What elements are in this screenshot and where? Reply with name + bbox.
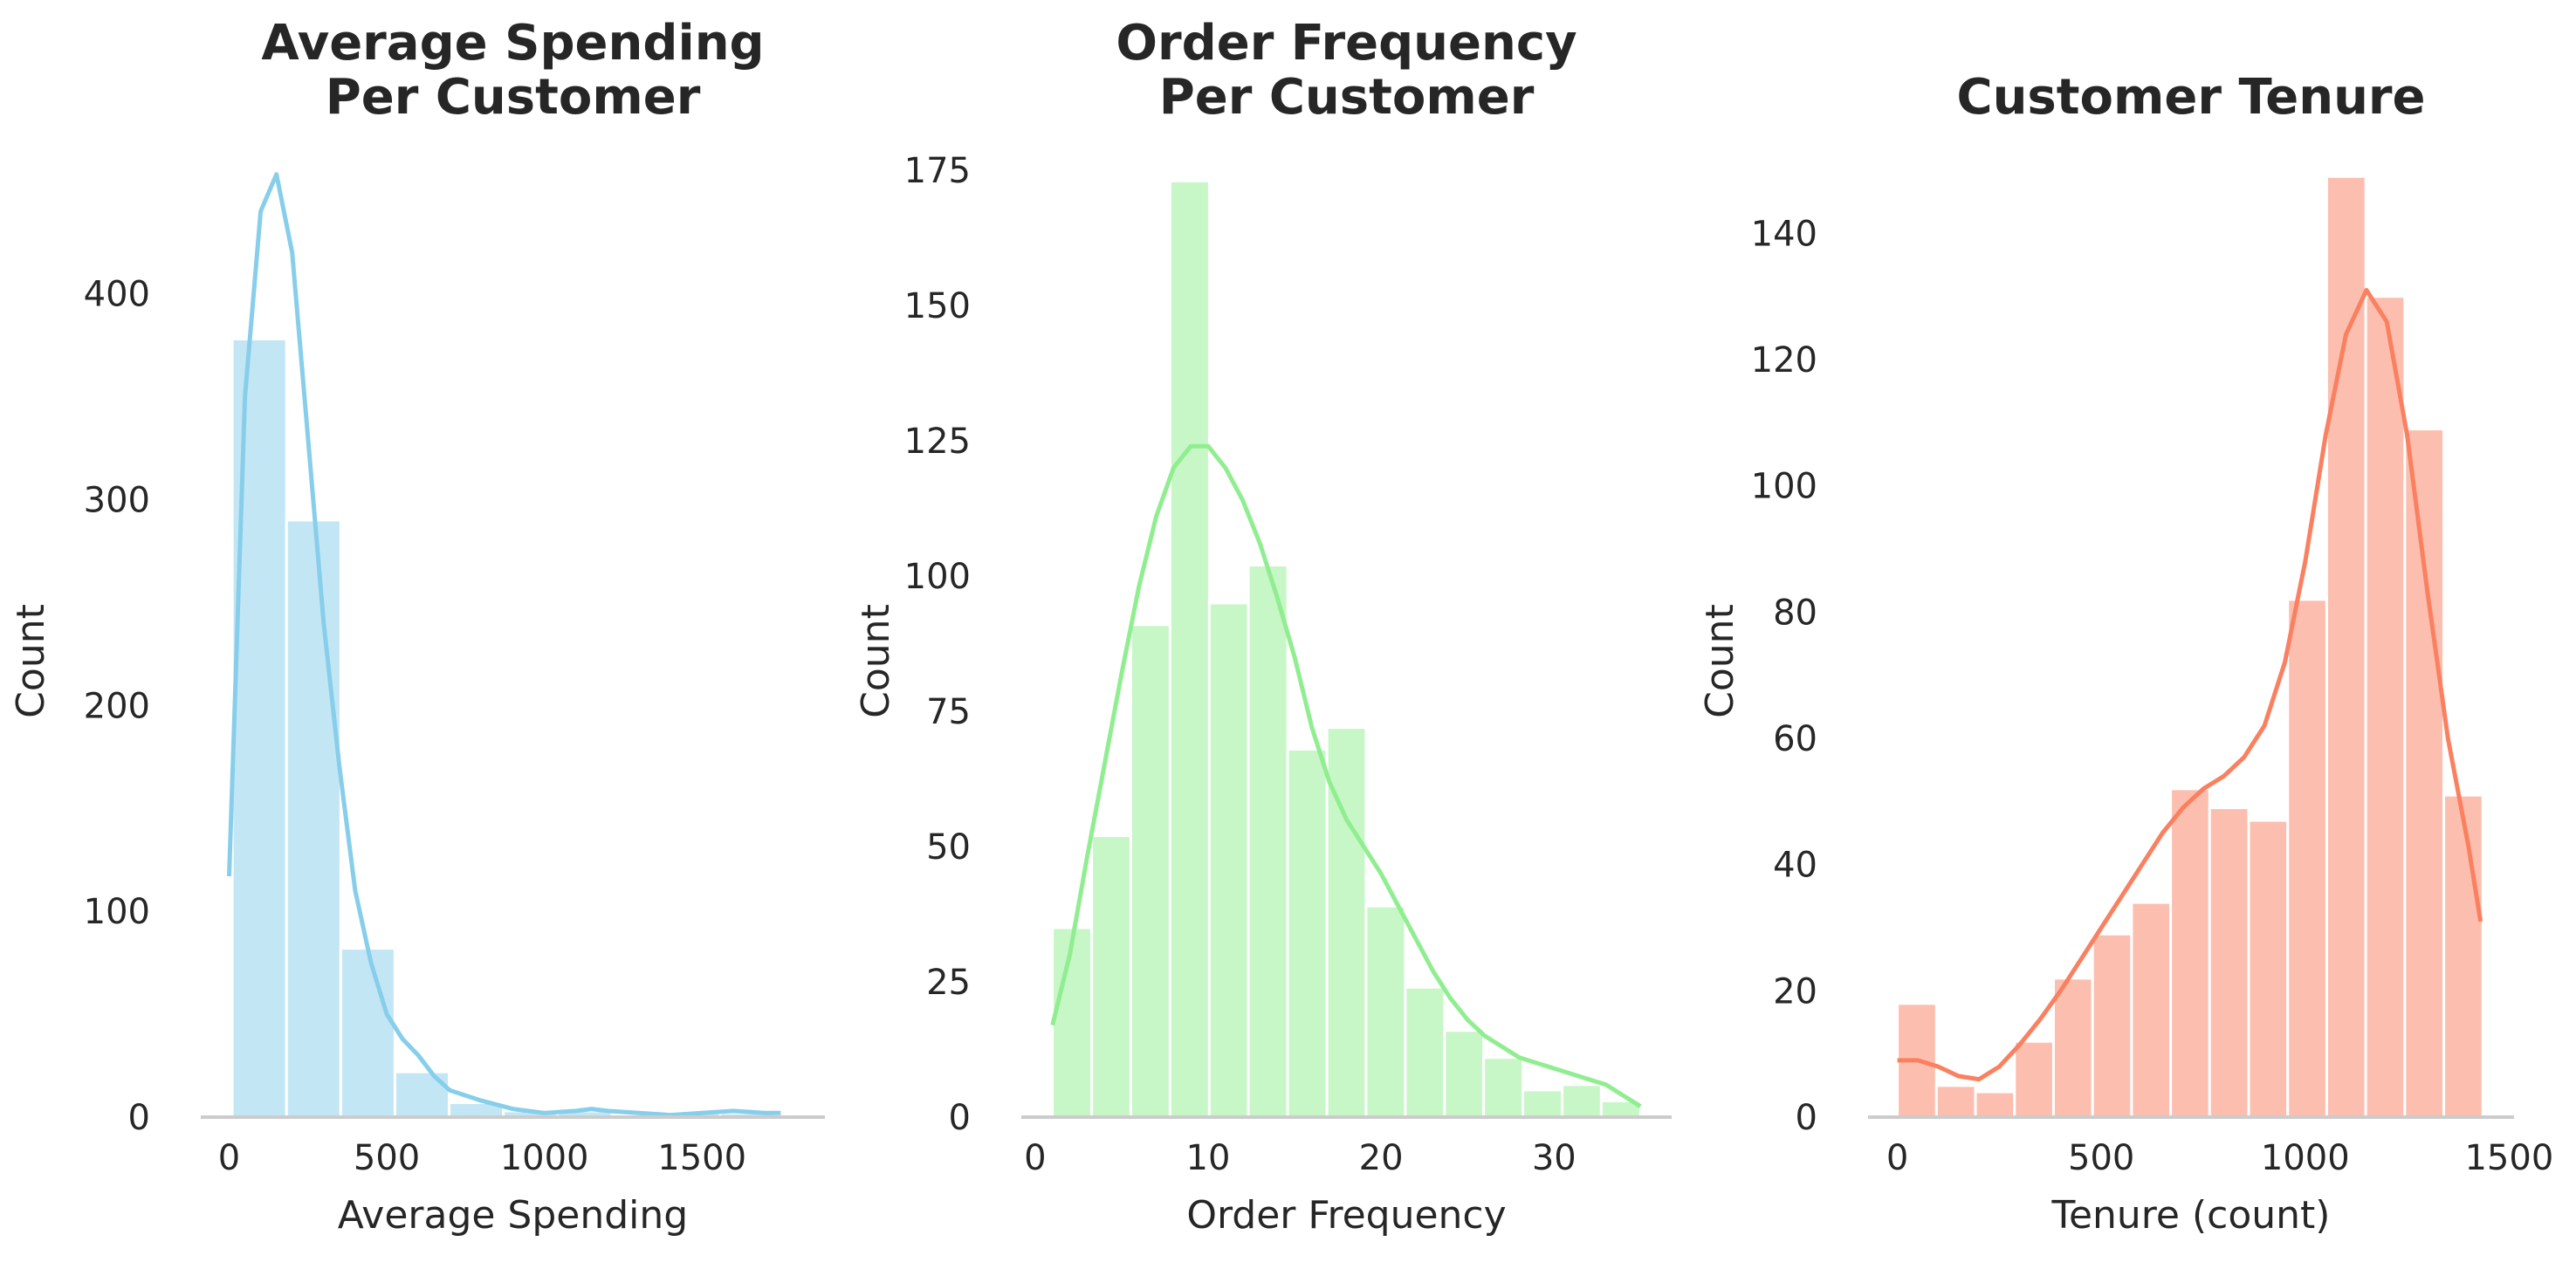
x-tick-label: 500: [354, 1138, 420, 1178]
histogram-bar: [1207, 601, 1250, 1119]
x-tick-label: 1500: [2464, 1138, 2553, 1178]
histogram-bar: [2208, 806, 2250, 1119]
histogram-bar: [2442, 793, 2484, 1119]
y-tick-label: 200: [84, 686, 150, 726]
histogram-bar: [1934, 1084, 1977, 1119]
y-tick-label: 80: [1773, 593, 1817, 633]
histogram-bar: [1364, 904, 1407, 1119]
chart-title-line: Order Frequency: [1116, 15, 1577, 72]
histogram-bar: [1443, 1029, 1486, 1119]
histogram-bar: [1561, 1083, 1603, 1119]
x-tick-label: 0: [1886, 1138, 1908, 1178]
x-tick-label: 500: [2068, 1138, 2134, 1178]
kde-curve: [227, 172, 781, 1118]
chart-title-line: Customer Tenure: [1956, 69, 2425, 126]
chart-title-line: Average Spending: [261, 15, 764, 72]
histogram-bar: [1129, 623, 1171, 1119]
histogram-bar: [2051, 977, 2094, 1119]
y-tick-label: 100: [904, 557, 971, 597]
y-axis-label: Count: [9, 604, 53, 718]
subplot-3: Customer Tenure 0 500 1000 1500 0 20 40 60 80 100 1…: [1698, 69, 2553, 1238]
kde-curve: [1050, 443, 1642, 1108]
y-tick-label: 100: [1751, 467, 1817, 507]
x-tick-label: 0: [1024, 1138, 1046, 1178]
y-tick-label: 0: [1796, 1098, 1817, 1138]
y-tick-label: 150: [904, 286, 971, 326]
histogram-bar: [230, 337, 288, 1119]
x-tick-label: 30: [1532, 1138, 1577, 1178]
x-tick-label: 10: [1186, 1138, 1231, 1178]
histogram-bar: [2364, 295, 2407, 1119]
y-tick-label: 400: [84, 275, 150, 315]
x-axis-label: Order Frequency: [1186, 1193, 1506, 1238]
histogram-bar: [1247, 564, 1289, 1119]
x-tick-label: 20: [1359, 1138, 1404, 1178]
y-tick-label: 300: [84, 480, 150, 520]
kde-curve: [1897, 287, 2483, 1082]
histogram-bar: [1286, 747, 1329, 1119]
x-tick-label: 1500: [657, 1138, 746, 1178]
histogram-bar: [1522, 1088, 1564, 1119]
histogram-bar: [2403, 428, 2446, 1119]
histogram-bar: [2130, 901, 2173, 1119]
y-tick-label: 140: [1751, 214, 1817, 254]
x-axis-label: Average Spending: [338, 1193, 688, 1238]
x-tick-label: 0: [218, 1138, 240, 1178]
histogram-bar: [2247, 819, 2290, 1119]
x-axis-label: Tenure (count): [2051, 1193, 2331, 1238]
chart-title-line: Per Customer: [326, 69, 701, 126]
histogram-bar: [1051, 926, 1094, 1119]
y-tick-label: 175: [904, 151, 971, 191]
histogram-bar: [1404, 985, 1446, 1119]
histogram-bar: [2013, 1039, 2055, 1119]
y-tick-label: 25: [926, 963, 971, 1003]
y-axis-label: Count: [854, 604, 898, 718]
y-tick-label: 125: [904, 422, 971, 462]
histogram-bar: [339, 947, 396, 1119]
histogram-bar: [2091, 932, 2133, 1119]
histogram-bar: [285, 518, 342, 1119]
y-tick-label: 100: [84, 892, 150, 932]
y-axis-label: Count: [1698, 604, 1742, 718]
histogram-bar: [1482, 1056, 1525, 1119]
y-tick-label: 0: [949, 1098, 971, 1138]
histogram-bar: [393, 1070, 451, 1119]
histogram-bar: [1974, 1090, 2016, 1119]
histogram-bar: [2325, 175, 2367, 1119]
y-tick-label: 40: [1773, 846, 1817, 886]
histogram-bar: [2286, 598, 2328, 1119]
histogram-bar: [2169, 787, 2211, 1119]
x-tick-label: 1000: [2261, 1138, 2350, 1178]
x-tick-label: 1000: [500, 1138, 589, 1178]
y-tick-label: 0: [128, 1098, 150, 1138]
y-tick-label: 50: [926, 827, 971, 868]
y-tick-label: 60: [1773, 719, 1817, 759]
y-tick-label: 120: [1751, 340, 1817, 381]
histogram-bar: [1090, 834, 1132, 1119]
y-tick-label: 75: [926, 692, 971, 732]
histogram-bar: [1168, 179, 1211, 1119]
chart-title-line: Per Customer: [1159, 69, 1535, 126]
y-tick-label: 20: [1773, 971, 1817, 1012]
